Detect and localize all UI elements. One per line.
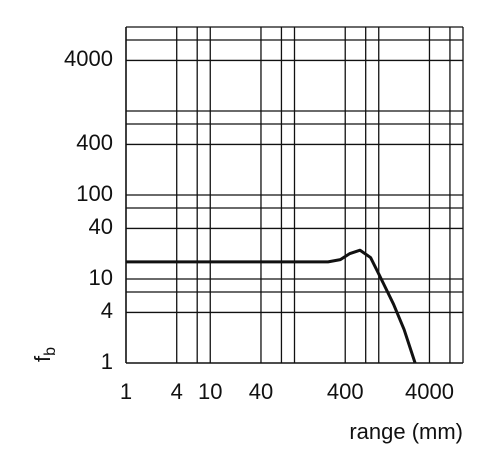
x-axis-label: range (mm) [349, 419, 463, 444]
x-tick-label: 40 [249, 379, 273, 404]
y-axis-label-main: f [30, 355, 55, 362]
x-tick-label: 10 [198, 379, 222, 404]
y-tick-label: 1 [101, 349, 113, 374]
x-tick-label: 4000 [405, 379, 454, 404]
x-tick-label: 400 [327, 379, 364, 404]
y-tick-label: 400 [76, 130, 113, 155]
x-tick-label: 4 [171, 379, 183, 404]
data-line [126, 248, 417, 364]
y-tick-label: 100 [76, 181, 113, 206]
y-tick-label: 4000 [64, 46, 113, 71]
y-tick-label: 4 [101, 298, 113, 323]
y-tick-label: 10 [89, 265, 113, 290]
x-tick-label: 1 [120, 379, 132, 404]
y-axis-label-subscript: b [42, 347, 59, 356]
y-tick-label: 40 [89, 214, 113, 239]
y-axis-label: fb [30, 347, 59, 362]
